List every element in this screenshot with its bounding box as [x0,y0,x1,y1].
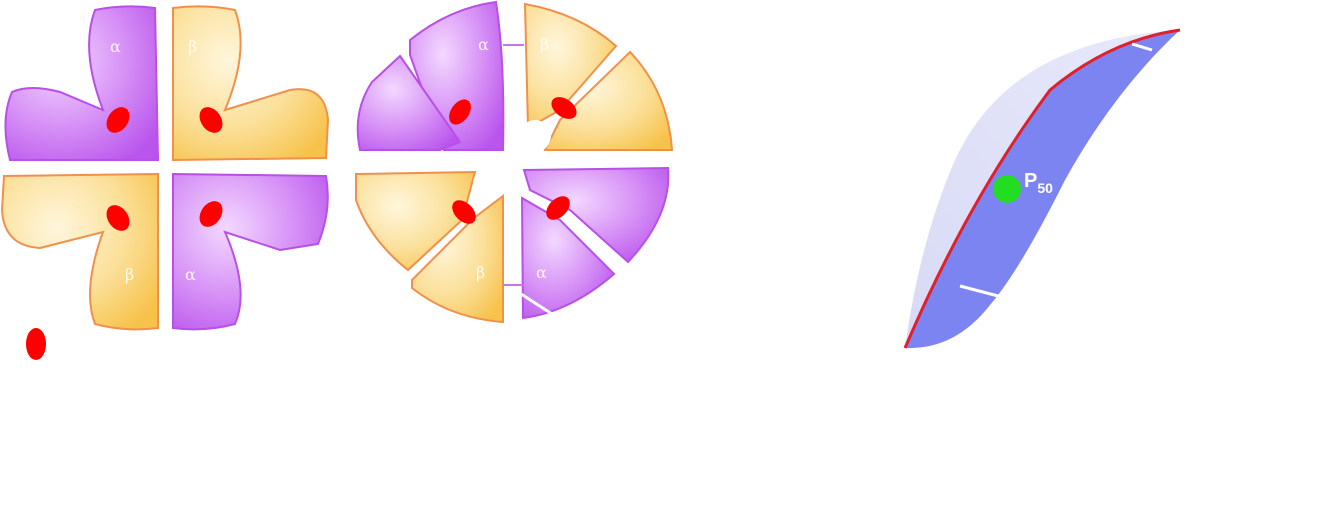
alpha-label: α [110,37,121,56]
curve-band [905,30,1180,349]
heme-group [546,196,570,220]
free-oxygen-icon [26,328,46,360]
beta-label: β [540,35,549,54]
beta-label: β [125,265,134,284]
heme-group [199,201,223,227]
alpha-subunit-bottom-right: α [520,166,670,320]
heme-group [452,200,476,224]
dissociation-curve: P50 [903,28,1181,349]
alpha-label: α [185,265,196,284]
binding-pocket [473,168,505,200]
heme-group [106,205,130,231]
alpha-subunit-bottom-right: α [172,172,329,331]
beta-subunit-bottom-left: β [0,172,159,331]
heme-group [449,99,471,125]
alpha-label: α [536,263,547,282]
saturation-line [903,28,1181,349]
heme-group [551,97,577,119]
heme-group [106,107,130,133]
alpha-subunit-top-left: α [4,5,160,161]
bond-line [517,290,553,316]
p50-label: P50 [1024,170,1053,196]
heme-group [199,107,223,133]
alpha-subunit-top-left: α [356,0,505,151]
beta-subunit-top-right: β [523,2,674,151]
alpha-label: α [478,35,489,54]
beta-subunit-bottom-left: β [355,170,504,324]
p50-label-main: P [1024,170,1037,192]
tetramer-tense: α β β α [0,5,330,360]
curve-tick [959,284,1003,299]
tetramer-relaxed: α β β α [355,0,674,324]
binding-pocket [519,120,551,152]
p50-label-sub: 50 [1037,180,1053,196]
p50-marker-icon [993,175,1021,203]
curve-tick [1131,42,1153,52]
beta-subunit-top-right: β [172,5,330,162]
beta-label: β [476,263,485,282]
beta-label: β [188,37,197,56]
